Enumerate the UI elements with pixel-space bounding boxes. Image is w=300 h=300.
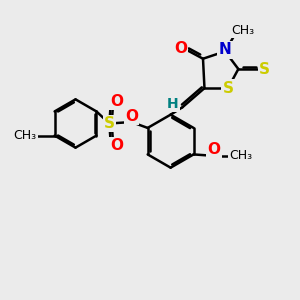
- Text: S: S: [104, 116, 115, 131]
- Text: CH₃: CH₃: [231, 24, 254, 37]
- Text: O: O: [208, 142, 221, 158]
- Text: O: O: [110, 138, 123, 153]
- Text: N: N: [219, 42, 232, 57]
- Text: H: H: [167, 97, 179, 111]
- Text: O: O: [125, 109, 138, 124]
- Text: S: S: [223, 81, 233, 96]
- Text: O: O: [174, 41, 187, 56]
- Text: CH₃: CH₃: [229, 149, 252, 162]
- Text: O: O: [110, 94, 123, 109]
- Text: CH₃: CH₃: [14, 129, 37, 142]
- Text: S: S: [259, 61, 270, 76]
